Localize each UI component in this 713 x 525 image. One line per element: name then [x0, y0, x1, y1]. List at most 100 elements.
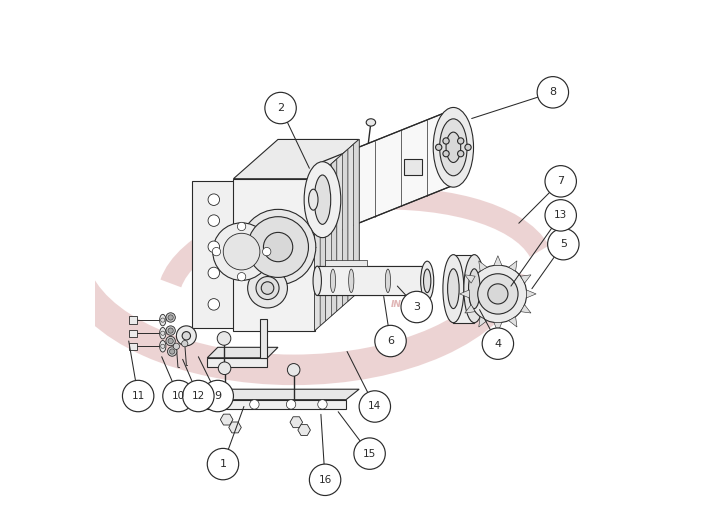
Circle shape — [545, 165, 576, 197]
Ellipse shape — [446, 132, 461, 163]
Ellipse shape — [440, 119, 467, 176]
Polygon shape — [325, 260, 367, 266]
Ellipse shape — [313, 266, 322, 296]
Circle shape — [240, 209, 316, 285]
Polygon shape — [526, 290, 536, 298]
Polygon shape — [494, 256, 502, 266]
Polygon shape — [314, 140, 359, 331]
Circle shape — [208, 299, 220, 310]
Text: 2: 2 — [277, 103, 284, 113]
Ellipse shape — [160, 314, 166, 326]
Circle shape — [237, 272, 246, 281]
Bar — [129, 330, 137, 337]
Circle shape — [262, 247, 271, 256]
Circle shape — [309, 464, 341, 496]
Circle shape — [401, 291, 432, 323]
Circle shape — [469, 265, 527, 323]
Text: SPECIALISTS: SPECIALISTS — [287, 276, 395, 291]
Polygon shape — [508, 261, 517, 271]
Text: 10: 10 — [172, 391, 185, 401]
Circle shape — [166, 326, 175, 335]
Polygon shape — [404, 160, 422, 175]
Circle shape — [160, 331, 165, 335]
Text: 9: 9 — [214, 391, 221, 401]
Polygon shape — [207, 358, 267, 367]
Polygon shape — [508, 317, 517, 327]
Circle shape — [359, 391, 391, 422]
Circle shape — [208, 267, 220, 279]
Circle shape — [215, 400, 225, 409]
Circle shape — [170, 349, 175, 354]
Circle shape — [168, 315, 173, 320]
Circle shape — [488, 284, 508, 304]
Circle shape — [548, 228, 579, 260]
Text: 8: 8 — [549, 87, 556, 97]
Circle shape — [217, 332, 231, 345]
Circle shape — [354, 438, 385, 469]
Circle shape — [247, 268, 287, 308]
Polygon shape — [520, 275, 531, 283]
Ellipse shape — [443, 255, 464, 323]
Polygon shape — [233, 178, 314, 331]
Circle shape — [163, 380, 194, 412]
Text: 5: 5 — [560, 239, 567, 249]
Text: 13: 13 — [554, 211, 568, 220]
Circle shape — [166, 337, 175, 346]
Polygon shape — [326, 164, 332, 321]
Polygon shape — [478, 261, 487, 271]
Circle shape — [182, 341, 188, 347]
Polygon shape — [460, 290, 469, 298]
Polygon shape — [465, 275, 475, 283]
Polygon shape — [465, 304, 475, 313]
Polygon shape — [298, 425, 310, 436]
Circle shape — [458, 138, 464, 144]
Ellipse shape — [448, 269, 459, 309]
Circle shape — [223, 233, 260, 270]
Bar — [129, 343, 137, 350]
Ellipse shape — [385, 269, 391, 292]
Polygon shape — [342, 149, 348, 306]
Circle shape — [160, 318, 165, 322]
Ellipse shape — [349, 269, 354, 292]
Text: 3: 3 — [414, 302, 420, 312]
Circle shape — [265, 92, 297, 124]
Ellipse shape — [424, 269, 431, 292]
Circle shape — [261, 282, 274, 295]
Circle shape — [208, 194, 220, 205]
Circle shape — [166, 313, 175, 322]
Polygon shape — [290, 417, 302, 428]
Polygon shape — [520, 304, 531, 313]
Polygon shape — [322, 109, 453, 238]
Circle shape — [160, 344, 165, 349]
Text: 7: 7 — [557, 176, 564, 186]
Circle shape — [443, 151, 449, 157]
Polygon shape — [354, 140, 359, 296]
Circle shape — [263, 233, 293, 262]
Circle shape — [247, 217, 309, 277]
Polygon shape — [332, 159, 337, 316]
Circle shape — [237, 222, 246, 230]
Circle shape — [250, 400, 259, 409]
Polygon shape — [317, 266, 422, 296]
Polygon shape — [478, 317, 487, 327]
Circle shape — [287, 400, 296, 409]
Circle shape — [218, 362, 231, 374]
Circle shape — [545, 200, 576, 231]
Circle shape — [207, 448, 239, 480]
Circle shape — [212, 247, 220, 256]
Circle shape — [168, 347, 177, 356]
Polygon shape — [207, 400, 346, 409]
Text: EQUIPMENT: EQUIPMENT — [232, 237, 334, 251]
Ellipse shape — [468, 269, 480, 309]
Polygon shape — [207, 348, 278, 358]
Circle shape — [375, 326, 406, 357]
Circle shape — [256, 277, 279, 300]
Circle shape — [202, 380, 233, 412]
Bar — [129, 317, 137, 324]
Ellipse shape — [176, 326, 196, 346]
Ellipse shape — [309, 189, 318, 210]
Polygon shape — [453, 255, 474, 323]
Text: INC.: INC. — [391, 300, 411, 309]
Text: 6: 6 — [387, 336, 394, 346]
Text: 1: 1 — [220, 459, 227, 469]
